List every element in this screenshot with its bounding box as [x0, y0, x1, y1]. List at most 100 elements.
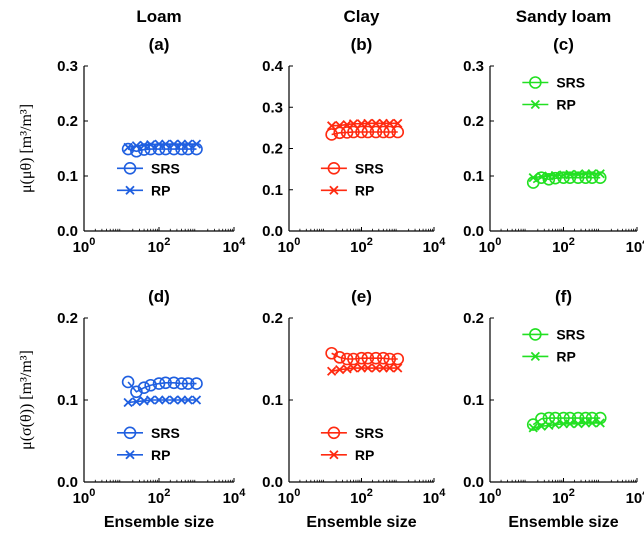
data-point-srs	[167, 376, 181, 390]
data-point-srs	[377, 125, 390, 139]
y-tick-label: 0.3	[463, 58, 484, 75]
data-point-rp	[191, 395, 202, 405]
data-point-rp	[536, 171, 547, 182]
data-point-srs	[333, 126, 346, 140]
data-point-rp	[123, 397, 133, 408]
data-point-srs	[535, 412, 548, 426]
data-point-srs	[347, 352, 360, 366]
panel-letter: (a)	[149, 35, 170, 54]
x-axis-label: Ensemble size	[508, 514, 618, 531]
panel-a: 0.0 0.1 0.2 0.3 100 102 104 Loam (a) μ(μθ) [m³/m³…	[18, 7, 246, 256]
panel-d: 0.0 0.1 0.2 100 102 104 (d) Ensemble size μ(σ(θ)…	[18, 287, 246, 531]
x-tick-label: 100	[278, 487, 301, 507]
legend-label: SRS	[556, 326, 585, 342]
data-point-srs	[325, 128, 338, 141]
legend-marker	[125, 450, 135, 460]
x-tick-label: 102	[148, 236, 171, 256]
y-tick-label: 0.3	[262, 99, 283, 116]
data-point-srs	[152, 377, 166, 390]
data-point-rp	[573, 169, 583, 179]
data-point-srs	[391, 352, 405, 366]
x-tick-label: 100	[278, 236, 301, 256]
data-point-rp	[595, 418, 605, 428]
x-tick-label: 104	[223, 236, 247, 256]
series-line-srs	[331, 352, 398, 360]
data-point-rp	[191, 139, 202, 149]
y-axis-label: μ(μθ) [m³/m³]	[18, 104, 35, 193]
series-line-srs	[127, 148, 197, 153]
y-tick-label: 0.1	[463, 392, 484, 409]
data-point-srs	[144, 378, 157, 392]
data-point-rp	[326, 366, 337, 376]
y-tick-label: 0.2	[57, 113, 78, 130]
legend-marker	[327, 426, 341, 440]
data-point-rp	[595, 169, 605, 179]
data-point-rp	[326, 121, 337, 131]
y-tick-label: 0.4	[262, 58, 284, 75]
data-point-srs	[121, 375, 135, 389]
data-point-rp	[363, 363, 373, 373]
y-tick-label: 0.0	[262, 223, 283, 240]
y-axis-label: μ(σ(θ)) [m³/m³]	[18, 350, 35, 450]
data-point-srs	[542, 411, 556, 425]
panel-title: Sandy loam	[516, 7, 611, 26]
data-point-rp	[528, 423, 538, 433]
x-tick-label: 102	[552, 487, 575, 507]
series-line-srs	[331, 131, 398, 136]
data-point-srs	[383, 125, 397, 139]
data-point-srs	[340, 126, 354, 139]
x-tick-label: 102	[350, 487, 373, 507]
y-tick-label: 0.2	[262, 310, 283, 327]
data-point-rp	[385, 118, 395, 128]
y-tick-label: 0.2	[57, 310, 78, 327]
series-line-rp	[331, 367, 398, 373]
y-tick-label: 0.2	[463, 113, 484, 130]
legend-marker	[125, 185, 135, 195]
data-point-rp	[528, 173, 538, 183]
legend-marker	[327, 162, 341, 175]
x-tick-label: 100	[73, 487, 96, 507]
data-point-rp	[573, 419, 583, 429]
data-point-srs	[355, 351, 368, 365]
y-tick-label: 0.2	[262, 141, 283, 158]
data-point-rp	[348, 119, 359, 129]
series-line-rp	[331, 122, 398, 127]
panel-b: 0.0 0.1 0.2 0.3 0.4 100 102 104 Clay (b) SRS RP	[262, 7, 446, 256]
y-tick-label: 0.0	[262, 474, 283, 491]
data-point-srs	[361, 125, 375, 139]
data-point-srs	[369, 351, 383, 365]
x-tick-label: 104	[423, 236, 447, 256]
y-tick-label: 0.1	[262, 392, 283, 409]
legend: SRS RP	[117, 160, 180, 198]
data-point-rp	[160, 395, 171, 405]
series-line-srs	[532, 417, 601, 426]
data-point-srs	[137, 381, 151, 395]
legend-label: RP	[151, 182, 170, 198]
legend-marker	[123, 162, 137, 175]
legend: SRS RP	[522, 326, 585, 364]
data-point-srs	[175, 377, 188, 390]
legend-marker	[529, 76, 542, 89]
data-point-rp	[393, 118, 403, 128]
data-point-rp	[565, 169, 575, 179]
x-tick-label: 100	[479, 487, 502, 507]
y-tick-label: 0.0	[463, 223, 484, 240]
legend-label: SRS	[151, 160, 180, 176]
legend: SRS RP	[117, 425, 180, 463]
legend-label: RP	[556, 348, 575, 364]
data-point-srs	[190, 377, 203, 390]
legend-marker	[329, 450, 339, 460]
y-tick-label: 0.0	[57, 223, 78, 240]
data-point-rp	[160, 139, 171, 149]
data-point-rp	[385, 363, 395, 373]
panel-letter: (d)	[148, 287, 170, 306]
data-point-rp	[371, 118, 381, 128]
legend: SRS RP	[522, 75, 585, 113]
panel-letter: (b)	[351, 35, 373, 54]
data-point-rp	[335, 120, 345, 131]
panel-c: 0.0 0.1 0.2 0.3 100 102 104 Sandy loam (c) SRS RP	[463, 7, 644, 256]
legend-label: RP	[355, 447, 374, 463]
x-tick-label: 100	[73, 236, 96, 256]
y-tick-label: 0.1	[57, 392, 78, 409]
legend-label: SRS	[355, 160, 384, 176]
